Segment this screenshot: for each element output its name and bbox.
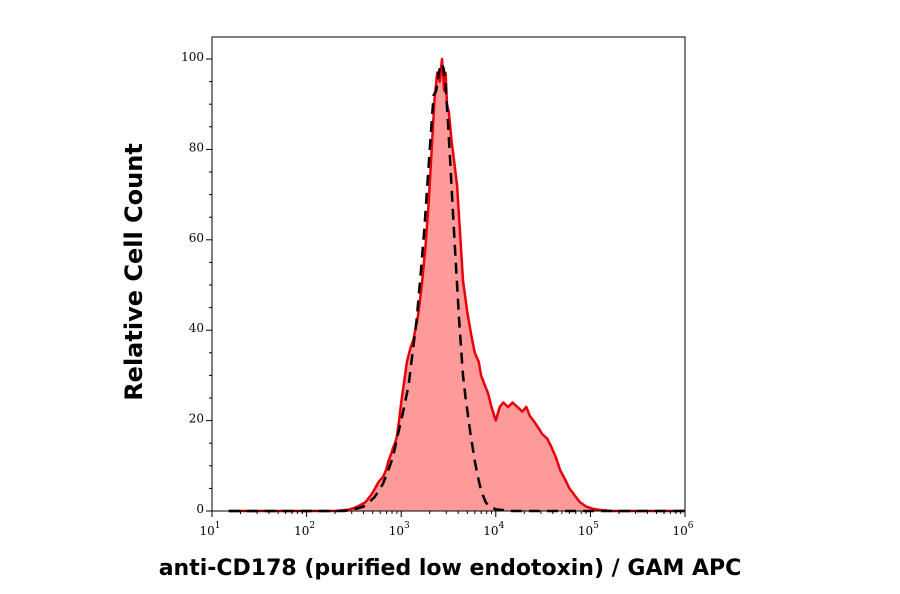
series-0-line [228,57,685,513]
y-tick-label: 60 [189,231,204,245]
y-axis: 0 20 40 60 80 100 [181,50,212,516]
x-tick-label: 103 [389,521,410,538]
x-axis: 101 102 103 104 105 106 [199,511,694,538]
x-tick-label: 102 [294,521,315,538]
plot-frame [211,36,686,512]
x-tick-label: 101 [199,521,220,538]
series-1-line [228,62,685,513]
x-tick-label: 105 [578,521,599,538]
x-axis-title: anti-CD178 (purified low endotoxin) / GA… [159,556,742,581]
y-axis-title: Relative Cell Count [120,143,148,401]
y-tick-label: 100 [181,50,204,64]
x-tick-label: 106 [672,521,693,538]
y-tick-label: 40 [189,321,204,335]
series-layer [228,57,685,513]
x-tick-label: 104 [483,521,504,538]
y-tick-label: 0 [196,502,204,516]
y-tick-label: 20 [189,412,204,426]
y-tick-label: 80 [189,140,204,154]
